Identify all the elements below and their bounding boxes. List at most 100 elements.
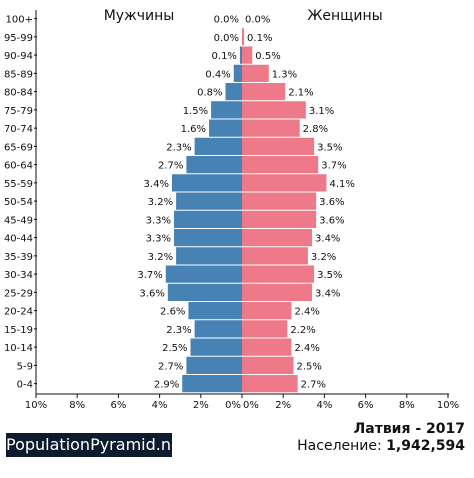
male-value-label: 0.4% xyxy=(205,69,230,80)
age-group-label: 45-49 xyxy=(4,215,33,226)
female-value-label: 2.1% xyxy=(288,88,313,99)
female-bar xyxy=(242,320,288,338)
female-value-label: 2.7% xyxy=(301,380,326,391)
age-group-label: 0-4 xyxy=(17,380,33,391)
female-value-label: 3.2% xyxy=(311,252,336,263)
male-value-label: 0.8% xyxy=(197,88,222,99)
female-value-label: 2.4% xyxy=(294,343,319,354)
male-value-label: 0.0% xyxy=(214,15,239,26)
male-bar xyxy=(186,356,242,374)
age-group-label: 40-44 xyxy=(4,234,33,245)
x-tick-label: 8% xyxy=(399,400,415,411)
female-bar xyxy=(242,156,319,174)
male-bar xyxy=(174,229,242,247)
male-bar xyxy=(239,46,242,64)
female-bar xyxy=(242,64,269,82)
female-bar xyxy=(242,174,327,192)
female-value-label: 0.5% xyxy=(255,51,280,62)
age-group-label: 15-19 xyxy=(4,325,33,336)
age-group-label: 5-9 xyxy=(17,361,33,372)
female-value-label: 2.8% xyxy=(303,124,328,135)
age-group-label: 70-74 xyxy=(4,124,33,135)
x-tick-label: 4% xyxy=(316,400,332,411)
female-value-label: 3.4% xyxy=(315,288,340,299)
male-value-label: 3.2% xyxy=(148,252,173,263)
male-bar xyxy=(225,83,242,101)
age-group-label: 65-69 xyxy=(4,142,33,153)
male-value-label: 0.1% xyxy=(212,51,237,62)
male-bar xyxy=(167,283,242,301)
male-bar xyxy=(190,338,242,356)
age-group-label: 35-39 xyxy=(4,252,33,263)
age-group-label: 95-99 xyxy=(4,33,33,44)
male-bar xyxy=(233,64,242,82)
population-label: Население: xyxy=(297,438,382,454)
female-value-label: 0.0% xyxy=(245,15,270,26)
female-value-label: 2.2% xyxy=(290,325,315,336)
male-value-label: 3.4% xyxy=(144,179,169,190)
male-value-label: 2.3% xyxy=(166,142,191,153)
female-value-label: 0.1% xyxy=(247,33,272,44)
x-tick-label: 4% xyxy=(152,400,168,411)
age-group-label: 90-94 xyxy=(4,51,33,62)
male-bar xyxy=(211,101,242,119)
age-group-label: 85-89 xyxy=(4,69,33,80)
male-bar xyxy=(176,192,242,210)
brand-logo: PopulationPyramid.net xyxy=(6,433,187,457)
male-value-label: 3.2% xyxy=(148,197,173,208)
female-bar xyxy=(242,101,306,119)
female-bar xyxy=(242,229,313,247)
male-value-label: 2.7% xyxy=(158,161,183,172)
male-value-label: 2.7% xyxy=(158,361,183,372)
male-bar xyxy=(174,210,242,228)
female-bar xyxy=(242,192,317,210)
male-bar xyxy=(194,137,242,155)
country-year-title: Латвия - 2017 xyxy=(353,421,465,437)
female-bar xyxy=(242,356,294,374)
female-bar xyxy=(242,137,315,155)
female-value-label: 3.6% xyxy=(319,215,344,226)
female-value-label: 3.5% xyxy=(317,142,342,153)
age-group-label: 100+ xyxy=(6,15,33,26)
male-bar xyxy=(186,156,242,174)
male-bar xyxy=(194,320,242,338)
male-value-label: 1.5% xyxy=(183,106,208,117)
age-group-label: 10-14 xyxy=(4,343,33,354)
x-tick-label: 2% xyxy=(275,400,291,411)
male-series-title: Мужчины xyxy=(104,8,175,24)
male-bar xyxy=(171,174,242,192)
female-bar xyxy=(242,375,298,393)
population-value: 1,942,594 xyxy=(386,438,465,454)
age-group-label: 80-84 xyxy=(4,88,33,99)
x-tick-label: 8% xyxy=(69,400,85,411)
x-tick-label: 6% xyxy=(358,400,374,411)
x-tick-label: 6% xyxy=(110,400,126,411)
female-value-label: 3.4% xyxy=(315,234,340,245)
male-value-label: 2.9% xyxy=(154,380,179,391)
female-value-label: 4.1% xyxy=(329,179,354,190)
male-bar xyxy=(188,302,242,320)
x-tick-label: 0% xyxy=(225,400,241,411)
female-bar xyxy=(242,283,313,301)
male-value-label: 1.6% xyxy=(181,124,206,135)
female-bar xyxy=(242,210,317,228)
female-value-label: 2.5% xyxy=(297,361,322,372)
female-value-label: 2.4% xyxy=(294,307,319,318)
population-line: Население: 1,942,594 xyxy=(297,438,465,454)
male-bar xyxy=(209,119,242,137)
female-bar xyxy=(242,83,286,101)
x-tick-label: 10% xyxy=(25,400,47,411)
female-value-label: 1.3% xyxy=(272,69,297,80)
male-value-label: 3.7% xyxy=(137,270,162,281)
age-group-label: 75-79 xyxy=(4,106,33,117)
female-bar xyxy=(242,119,300,137)
female-value-label: 3.5% xyxy=(317,270,342,281)
female-value-label: 3.1% xyxy=(309,106,334,117)
male-value-label: 2.3% xyxy=(166,325,191,336)
male-value-label: 0.0% xyxy=(214,33,239,44)
male-value-label: 2.6% xyxy=(160,307,185,318)
female-series-title: Женщины xyxy=(307,8,382,24)
male-value-label: 2.5% xyxy=(162,343,187,354)
male-bar xyxy=(165,265,242,283)
